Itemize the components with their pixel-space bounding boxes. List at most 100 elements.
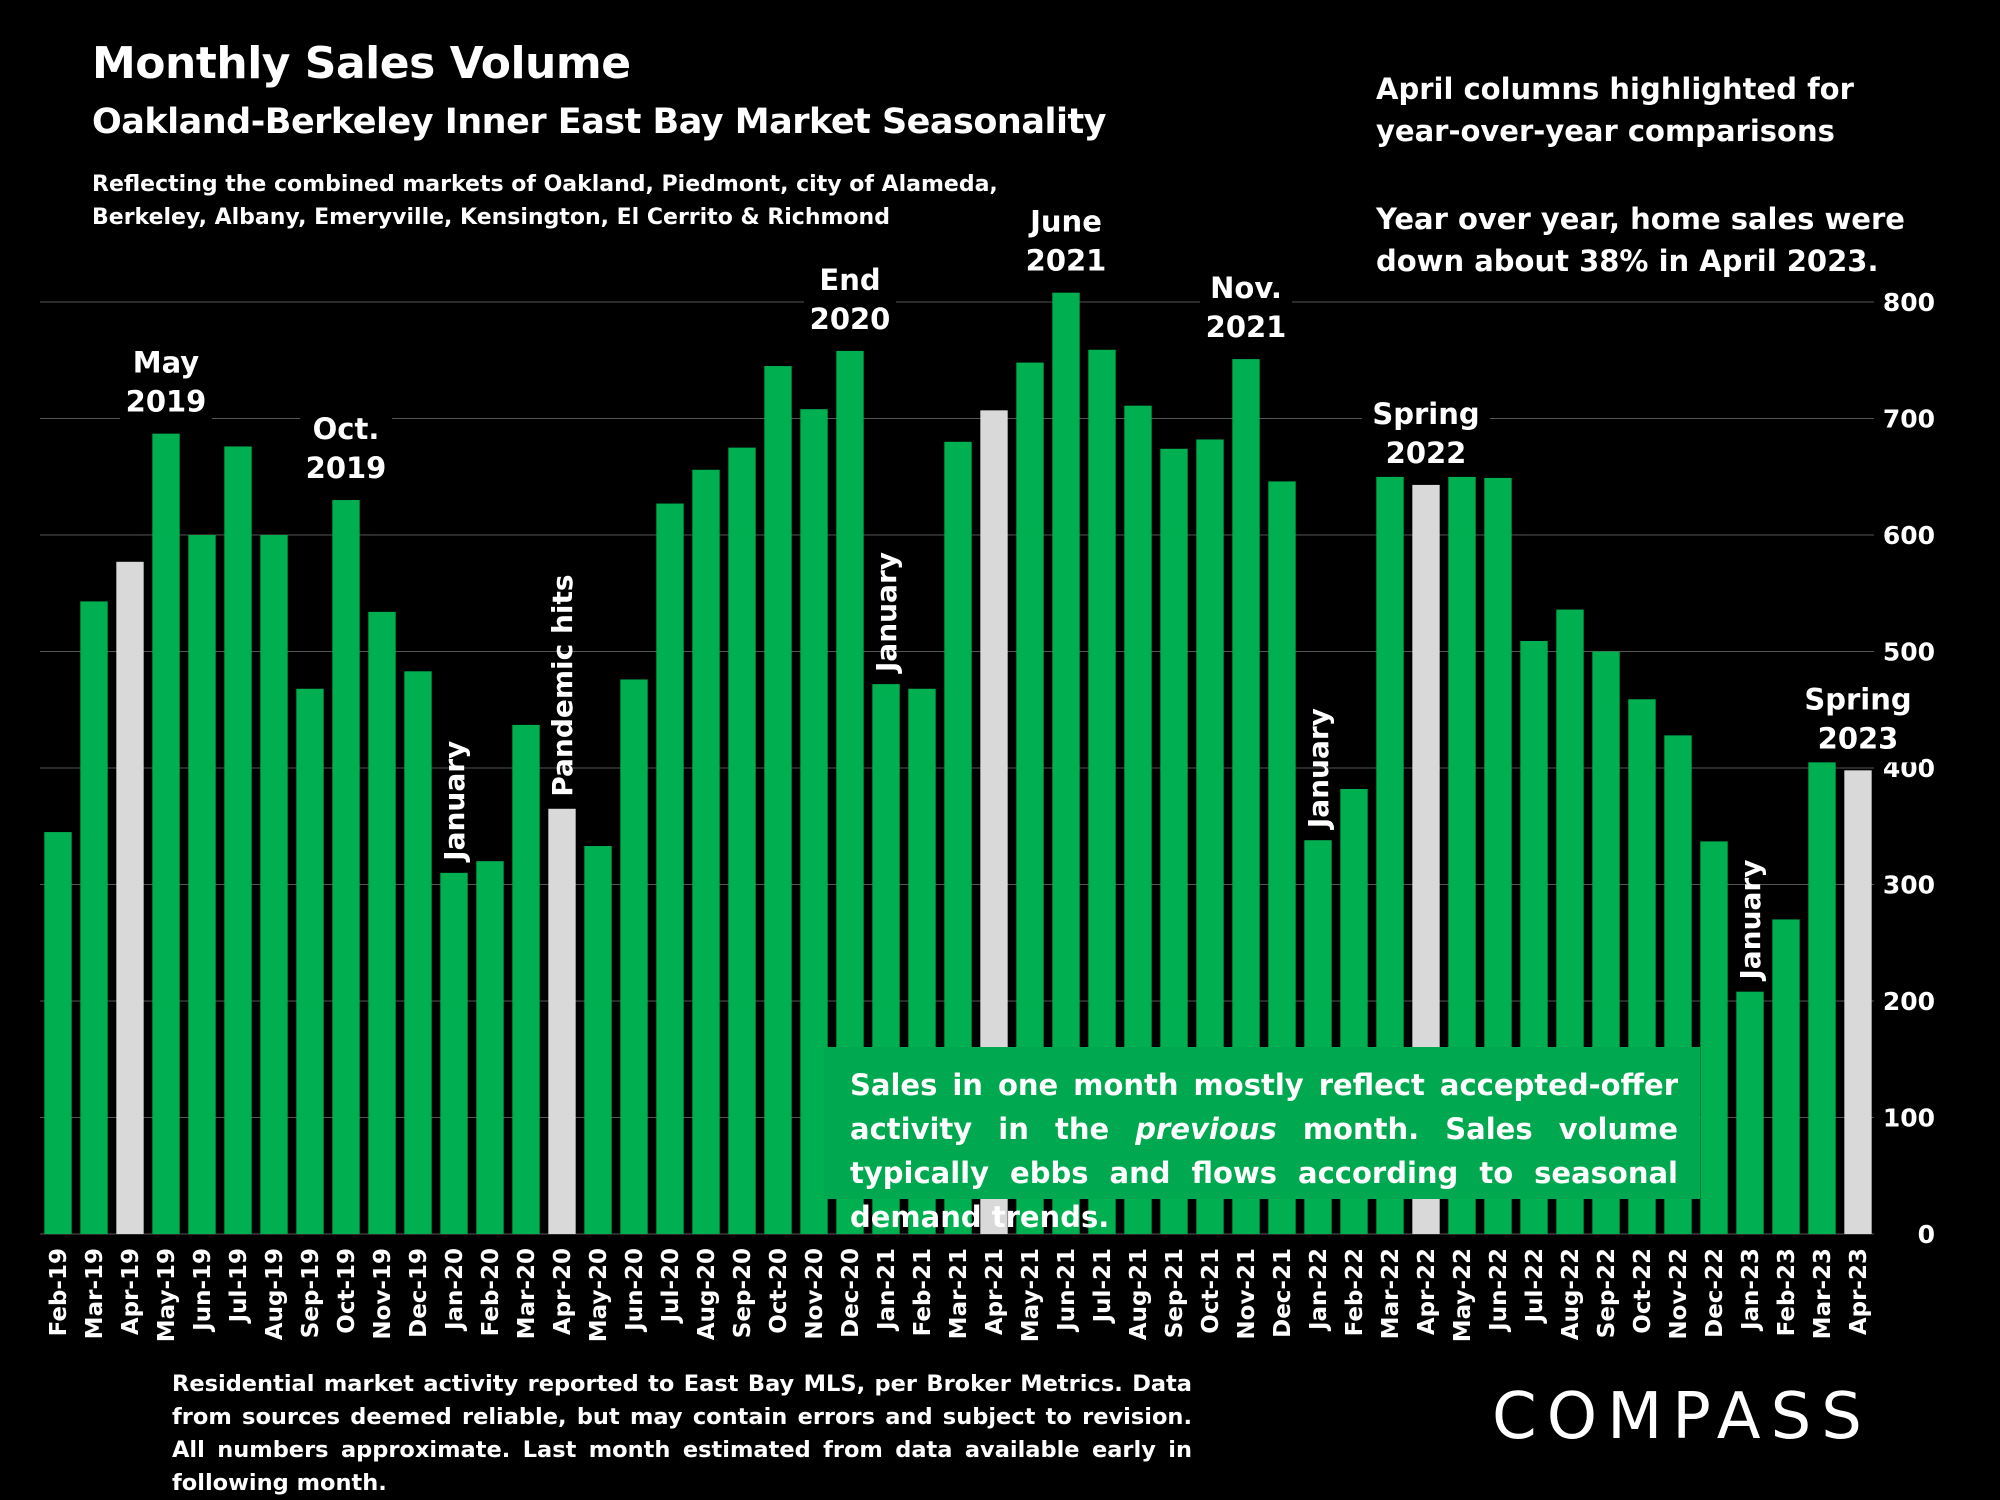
bar-feb-19 <box>44 832 72 1234</box>
y-tick-label: 600 <box>1883 521 1935 550</box>
x-tick-label: Sep-20 <box>730 1248 756 1338</box>
x-tick-label: Oct-19 <box>334 1248 360 1334</box>
annotation-label: 2020 <box>810 302 891 336</box>
x-tick-label: Jan-22 <box>1306 1248 1332 1332</box>
bar-may-20 <box>584 846 612 1234</box>
annotation-label: 2019 <box>306 451 387 485</box>
bar-apr-19 <box>116 561 144 1234</box>
x-tick-label: Sep-21 <box>1162 1248 1188 1338</box>
x-tick-label: Jan-20 <box>442 1248 468 1332</box>
annotation-label: Spring <box>1372 397 1479 431</box>
bar-jan-20 <box>440 872 468 1234</box>
callout-text-emphasis: previous <box>1135 1112 1277 1146</box>
x-tick-label: Nov-21 <box>1234 1248 1260 1340</box>
x-tick-label: Jul-20 <box>658 1248 684 1324</box>
x-tick-label: Sep-22 <box>1594 1248 1620 1338</box>
bar-dec-22 <box>1700 841 1728 1234</box>
bar-dec-19 <box>404 671 432 1234</box>
annotation-label: 2022 <box>1386 436 1467 470</box>
bar-jul-19 <box>224 446 252 1235</box>
bar-mar-23 <box>1808 743 1836 1234</box>
x-tick-label: Feb-20 <box>478 1248 504 1336</box>
y-tick-label: 100 <box>1883 1104 1935 1133</box>
annotation-label: Spring <box>1804 682 1911 716</box>
chart-title: Monthly Sales Volume <box>92 38 631 89</box>
annotation-label: January <box>438 741 471 863</box>
seasonality-callout: Sales in one month mostly reflect accept… <box>824 1047 1700 1234</box>
annotation-backing <box>300 408 392 493</box>
x-tick-label: Apr-22 <box>1414 1248 1440 1335</box>
bar-nov-19 <box>368 611 396 1234</box>
annotation-backing <box>120 341 212 426</box>
x-tick-label: Mar-20 <box>514 1248 540 1339</box>
bar-jun-19 <box>188 535 216 1234</box>
x-tick-label: Apr-21 <box>982 1248 1008 1335</box>
chart-subtitle: Oakland-Berkeley Inner East Bay Market S… <box>92 102 1107 142</box>
x-tick-label: Aug-19 <box>262 1248 288 1340</box>
x-tick-label: May-19 <box>154 1248 180 1342</box>
annotation-label: 2021 <box>1206 310 1287 344</box>
x-tick-label: Feb-23 <box>1774 1248 1800 1336</box>
annotation-backing <box>1362 392 1490 477</box>
source-footnote: Residential market activity reported to … <box>172 1371 1192 1496</box>
x-tick-label: Dec-22 <box>1702 1248 1728 1338</box>
annotation-label: January <box>870 552 903 674</box>
bar-aug-19 <box>260 535 288 1234</box>
yoy-note-line-2: down about 38% in April 2023. <box>1376 244 1879 278</box>
x-tick-label: Mar-19 <box>82 1248 108 1339</box>
bar-feb-20 <box>476 861 504 1234</box>
x-tick-label: May-20 <box>586 1248 612 1342</box>
bar-may-19 <box>152 433 180 1234</box>
annotation-label: January <box>1734 860 1767 982</box>
bar-sep-20 <box>728 447 756 1234</box>
x-tick-label: Aug-21 <box>1126 1248 1152 1340</box>
x-tick-label: Dec-20 <box>838 1248 864 1338</box>
x-tick-label: Apr-19 <box>118 1248 144 1335</box>
x-tick-label: Dec-19 <box>406 1248 432 1338</box>
bar-oct-19 <box>332 500 360 1234</box>
x-tick-label: Nov-22 <box>1666 1248 1692 1340</box>
bar-apr-20 <box>548 808 576 1234</box>
x-tick-label: Nov-20 <box>802 1248 828 1340</box>
x-tick-label: Feb-19 <box>46 1248 72 1336</box>
x-tick-label: May-21 <box>1018 1248 1044 1342</box>
x-tick-label: Mar-21 <box>946 1248 972 1339</box>
x-tick-label: Aug-22 <box>1558 1248 1584 1340</box>
annotation-label: Nov. <box>1210 271 1282 305</box>
x-tick-label: Jul-22 <box>1522 1248 1548 1324</box>
bar-jun-20 <box>620 679 648 1234</box>
market-note-line-1: Reflecting the combined markets of Oakla… <box>92 172 998 197</box>
x-tick-label: Mar-22 <box>1378 1248 1404 1339</box>
x-tick-label: Jan-23 <box>1738 1248 1764 1332</box>
yoy-note-line-1: Year over year, home sales were <box>1376 202 1905 236</box>
x-tick-label: Jul-19 <box>226 1248 252 1324</box>
x-tick-label: Feb-21 <box>910 1248 936 1336</box>
x-tick-label: Aug-20 <box>694 1248 720 1340</box>
annotation-label: 2023 <box>1818 721 1899 755</box>
highlight-note-line-1: April columns highlighted for <box>1376 72 1854 106</box>
highlight-note-line-2: year-over-year comparisons <box>1376 114 1835 148</box>
x-tick-label: Dec-21 <box>1270 1248 1296 1338</box>
bar-aug-20 <box>692 469 720 1234</box>
y-tick-label: 800 <box>1883 288 1935 317</box>
annotation-label: 2021 <box>1026 244 1107 278</box>
annotation-label: June <box>1028 205 1102 239</box>
x-tick-label: Jun-22 <box>1486 1248 1512 1333</box>
annotation-label: 2019 <box>126 385 207 419</box>
callout-text-start: Sales in one month mostly reflect accept… <box>850 1068 1678 1146</box>
y-tick-label: 700 <box>1883 405 1935 434</box>
bar-mar-20 <box>512 724 540 1234</box>
y-tick-label: 300 <box>1883 871 1935 900</box>
y-tick-label: 200 <box>1883 987 1935 1016</box>
x-tick-label: Nov-19 <box>370 1248 396 1340</box>
y-tick-label: 500 <box>1883 638 1935 667</box>
x-tick-label: Jul-21 <box>1090 1248 1116 1324</box>
callout-text-end: month. Sales volume typically ebbs and f… <box>850 1112 1678 1234</box>
compass-logo: COMPASS <box>1492 1380 1872 1454</box>
x-tick-label: Apr-23 <box>1846 1248 1872 1335</box>
annotation-backing <box>1200 267 1292 352</box>
bar-sep-19 <box>296 688 324 1234</box>
market-note-line-2: Berkeley, Albany, Emeryville, Kensington… <box>92 205 890 230</box>
x-tick-label: Jun-20 <box>622 1248 648 1333</box>
